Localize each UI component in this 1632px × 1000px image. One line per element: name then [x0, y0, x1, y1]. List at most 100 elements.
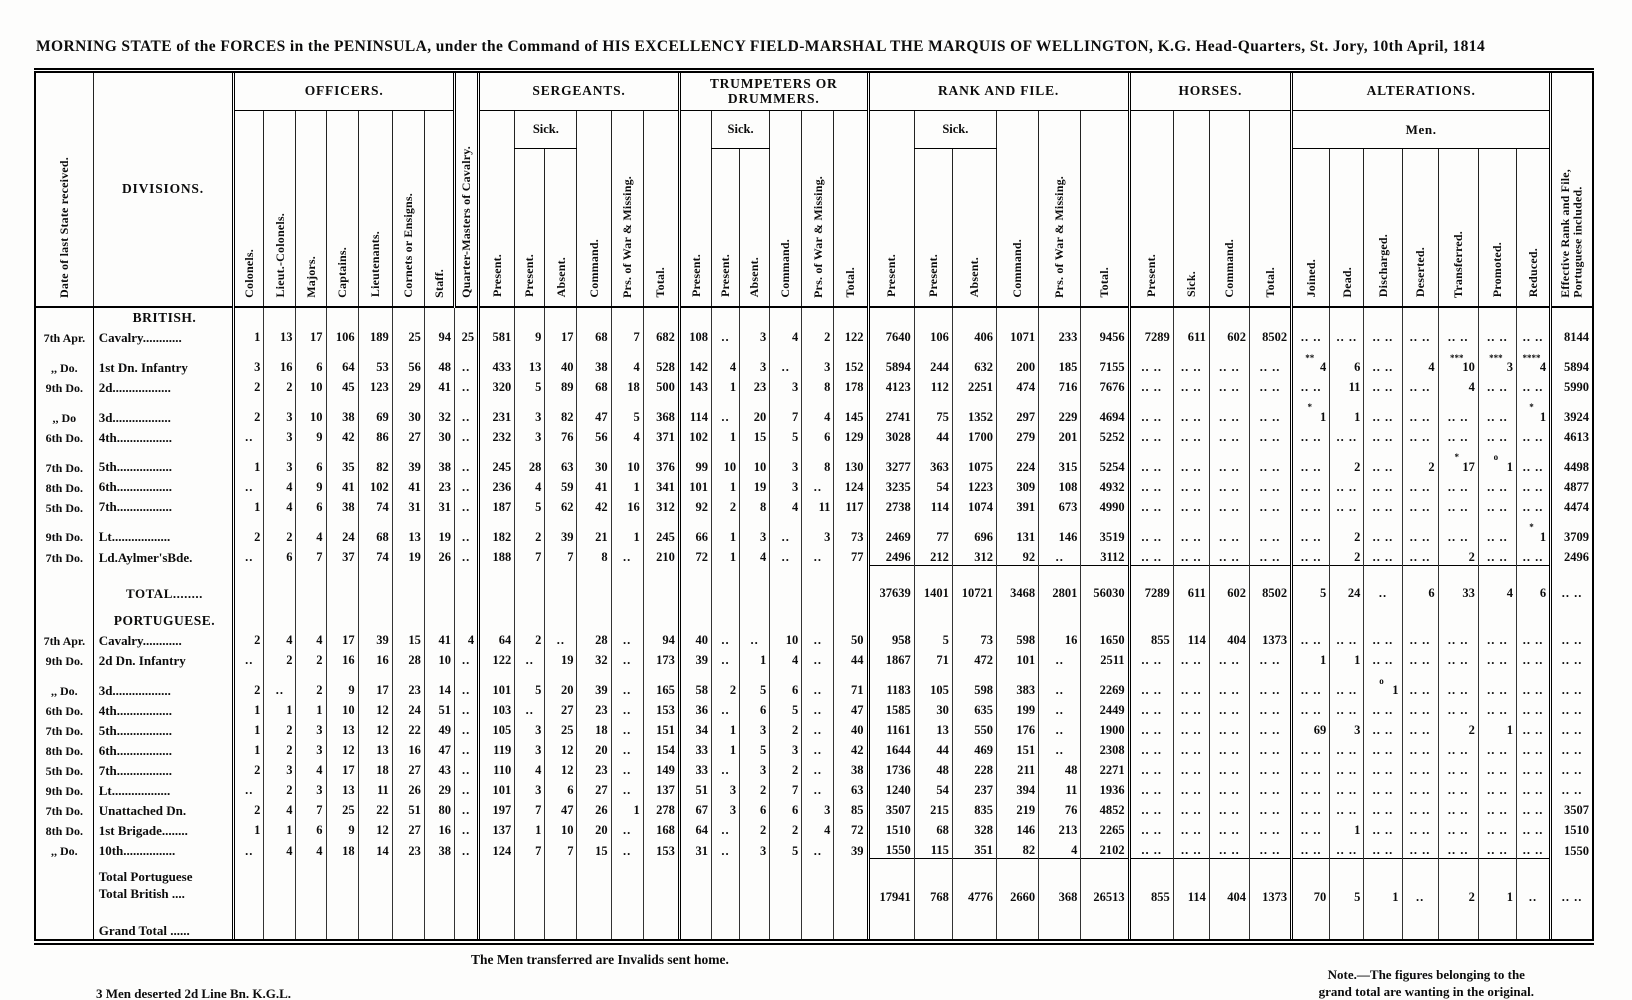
- value-cell: 4694: [1080, 395, 1130, 426]
- value-cell: 2265: [1080, 818, 1130, 839]
- value-cell: 5: [769, 425, 802, 446]
- date-cell: 8th Do.: [45, 823, 84, 838]
- value-cell: 76: [1038, 798, 1081, 819]
- value-cell: .. ..: [1208, 495, 1250, 516]
- value-cell: 38: [423, 838, 455, 859]
- value-cell: 3: [295, 718, 327, 739]
- value-cell: 1700: [951, 425, 997, 446]
- value-cell: .. ..: [1208, 698, 1250, 719]
- value-cell: .. ..: [1515, 838, 1551, 859]
- value-cell: .. ..: [1549, 565, 1593, 602]
- value-cell: 3: [263, 758, 296, 779]
- value-cell: .. ..: [1515, 445, 1551, 476]
- value-cell: 151: [996, 738, 1039, 759]
- value-cell: .. ..: [1329, 325, 1364, 346]
- value-cell: [1477, 601, 1517, 629]
- value-cell: .. ..: [1208, 818, 1250, 839]
- value-cell: 18: [325, 838, 359, 859]
- date-column-header: Date of last State received.: [34, 70, 94, 307]
- table-row: 7th Do. 5th................. 1 3 6 35 82 39 38..…: [35, 445, 1593, 476]
- officer-col-header: Majors.: [295, 110, 327, 307]
- value-cell: 1650: [1080, 628, 1130, 649]
- value-cell: .. ..: [1248, 778, 1292, 799]
- value-cell: 4852: [1080, 798, 1130, 819]
- value-cell: 3235: [866, 475, 915, 496]
- table-row: ,, Do. 1st Dn. Infantry 3 16 6 64 53 56 48.. 433 1…: [35, 345, 1593, 376]
- value-cell: 19: [423, 515, 455, 545]
- value-cell: [642, 904, 680, 942]
- value-cell: .. ..: [1329, 798, 1364, 819]
- value-cell: .. ..: [1477, 495, 1517, 516]
- value-cell: .. ..: [1363, 445, 1403, 476]
- value-cell: [391, 305, 425, 326]
- value-cell: 31: [391, 495, 425, 516]
- value-cell: [357, 904, 393, 942]
- value-cell: .. ..: [1172, 395, 1210, 426]
- value-cell: 2: [232, 375, 264, 396]
- date-cell: 9th Do.: [45, 530, 84, 545]
- value-cell: 5: [1329, 858, 1364, 905]
- value-cell: 236: [477, 475, 515, 496]
- table-row: 7th Do. Unattached Dn. 2 4 7 25 22 51 80.. 197 7 47…: [35, 798, 1593, 819]
- value-cell: 129: [833, 425, 869, 446]
- value-cell: 2738: [866, 495, 915, 516]
- table-row: Grand Total ......: [35, 904, 1593, 942]
- division-cell: Unattached Dn.: [92, 798, 234, 819]
- value-cell: 13: [325, 718, 359, 739]
- quartermasters-of-cavalry-header: Quarter-Masters of Cavalry.: [453, 70, 479, 307]
- value-cell: * 1: [1515, 515, 1551, 545]
- value-cell: ..: [454, 475, 479, 496]
- value-cell: 3709: [1549, 515, 1593, 545]
- value-cell: 82: [357, 445, 393, 476]
- horses-col-header: Present.: [1127, 110, 1174, 307]
- value-cell: .. ..: [1248, 495, 1292, 516]
- command-col-header: Command.: [996, 110, 1039, 307]
- value-cell: [1208, 904, 1250, 942]
- value-cell: 598: [951, 668, 997, 699]
- value-cell: ..: [801, 758, 834, 779]
- men-subgroup-header: Men.: [1290, 110, 1551, 149]
- value-cell: [1127, 904, 1174, 942]
- value-cell: .. ..: [1363, 515, 1403, 545]
- value-cell: 106: [325, 325, 359, 346]
- value-cell: .. ..: [1363, 818, 1403, 839]
- value-cell: ..: [514, 648, 545, 669]
- value-cell: 2269: [1080, 668, 1130, 699]
- value-cell: 581: [477, 325, 515, 346]
- table-row: TOTAL........ 37639 1401 10721 3468 2801 56030…: [35, 565, 1593, 602]
- value-cell: 114: [1172, 628, 1210, 649]
- value-cell: 404: [1208, 628, 1250, 649]
- value-cell: [477, 565, 515, 602]
- value-cell: 94: [423, 325, 455, 346]
- value-cell: 8: [739, 495, 770, 516]
- value-cell: 4: [295, 515, 327, 545]
- value-cell: 1510: [866, 818, 915, 839]
- value-cell: .. ..: [1172, 445, 1210, 476]
- value-cell: ..: [610, 758, 644, 779]
- value-cell: [1401, 601, 1439, 629]
- value-cell: 102: [357, 475, 393, 496]
- value-cell: .. ..: [1363, 475, 1403, 496]
- value-cell: 106: [913, 325, 953, 346]
- value-cell: 2: [232, 758, 264, 779]
- value-cell: 4: [514, 475, 545, 496]
- value-cell: 68: [357, 515, 393, 545]
- value-cell: [454, 904, 479, 942]
- value-cell: [477, 305, 515, 326]
- value-cell: .. ..: [1477, 475, 1517, 496]
- value-cell: 51: [391, 798, 425, 819]
- value-cell: 28: [391, 648, 425, 669]
- value-cell: 2102: [1080, 838, 1130, 859]
- value-cell: 16: [423, 818, 455, 839]
- value-cell: [1038, 305, 1081, 326]
- value-cell: ..: [1363, 565, 1403, 602]
- division-cell: 5th.................: [92, 445, 234, 476]
- value-cell: 24: [391, 698, 425, 719]
- date-cell: 5th Do.: [45, 500, 84, 515]
- value-cell: 1: [710, 718, 740, 739]
- value-cell: 27: [391, 758, 425, 779]
- value-cell: 1: [1329, 648, 1364, 669]
- value-cell: ..: [610, 545, 644, 566]
- value-cell: 16: [391, 738, 425, 759]
- value-cell: 165: [642, 668, 680, 699]
